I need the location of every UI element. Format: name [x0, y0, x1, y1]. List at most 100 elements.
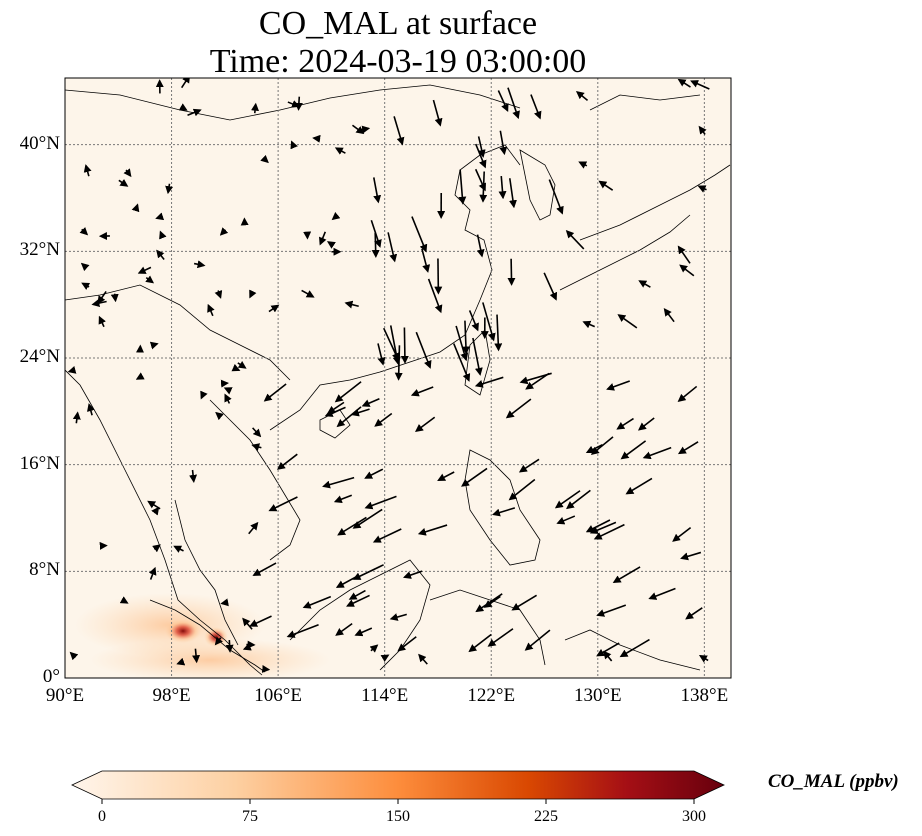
wind-arrow — [690, 80, 710, 90]
wind-arrow — [589, 521, 617, 534]
wind-arrow — [151, 506, 160, 516]
wind-arrow — [224, 393, 232, 404]
wind-arrow — [249, 289, 257, 299]
wind-arrow — [242, 643, 252, 651]
wind-arrow — [294, 96, 303, 111]
wind-arrow — [137, 266, 152, 274]
wind-arrow — [421, 248, 431, 273]
wind-arrow — [543, 272, 558, 301]
coastline — [564, 629, 701, 671]
wind-arrow — [468, 633, 492, 653]
wind-arrow — [326, 241, 336, 249]
wind-arrow — [461, 320, 470, 355]
wind-arrow — [173, 545, 184, 553]
x-tick-label: 138°E — [680, 685, 729, 706]
wind-arrow — [149, 341, 159, 350]
wind-arrow — [619, 638, 650, 658]
x-tick-label: 90°E — [45, 685, 85, 706]
wind-arrow — [616, 417, 634, 430]
colorbar-tick-label: 225 — [534, 808, 558, 825]
wind-arrow — [251, 443, 262, 451]
wind-arrow — [187, 108, 202, 117]
wind-arrow — [331, 211, 341, 221]
x-tick-label: 130°E — [573, 685, 622, 706]
wind-arrow — [596, 642, 620, 657]
wind-arrow — [81, 282, 91, 290]
wind-arrow — [327, 401, 345, 414]
wind-arrow — [458, 169, 467, 205]
wind-arrow — [637, 417, 655, 431]
wind-arrow — [371, 232, 380, 258]
colorbar-tick-label: 0 — [98, 808, 106, 825]
coastline — [269, 144, 521, 431]
wind-arrow — [508, 178, 517, 209]
y-tick-label: 16°N — [19, 452, 60, 474]
wind-arrow — [393, 116, 405, 146]
coastline — [589, 94, 701, 111]
wind-arrow — [220, 598, 229, 607]
wind-arrow — [260, 154, 269, 164]
wind-arrow — [530, 94, 542, 120]
wind-arrow — [83, 164, 92, 177]
wind-arrow — [697, 185, 707, 193]
coastline — [209, 399, 301, 561]
colorbar-label: CO_MAL (ppbv) — [768, 771, 899, 792]
wind-arrow — [192, 648, 201, 664]
wind-arrow — [672, 526, 692, 542]
y-tick-label: 40°N — [19, 132, 60, 154]
x-tick-label: 106°E — [254, 685, 302, 706]
wind-arrow — [219, 227, 229, 236]
wind-arrow — [402, 570, 423, 579]
wind-arrow — [524, 629, 551, 651]
wind-arrow — [698, 125, 707, 135]
wind-arrow — [334, 381, 362, 403]
wind-arrow — [554, 490, 581, 509]
wind-arrow — [505, 398, 532, 419]
wind-arrow — [511, 594, 538, 611]
wind-arrow — [351, 124, 365, 135]
wind-arrow — [336, 406, 362, 428]
wind-arrow — [482, 302, 496, 342]
wind-arrow — [397, 636, 417, 652]
wind-arrow — [322, 476, 355, 489]
wind-arrow — [492, 507, 516, 517]
wind-arrow — [165, 183, 174, 195]
wind-arrow — [453, 343, 471, 382]
colorbar-bar — [71, 770, 725, 800]
wind-arrow — [214, 290, 223, 299]
wind-arrow — [372, 177, 382, 204]
wind-arrow — [461, 467, 488, 487]
colorbar-tick-label: 300 — [682, 808, 706, 825]
wind-arrow — [377, 343, 386, 366]
wind-arrow — [556, 515, 576, 525]
wind-arrow — [110, 293, 119, 303]
coastline — [579, 164, 731, 241]
wind-arrow — [69, 651, 79, 661]
x-tick-label: 122°E — [467, 685, 516, 706]
wind-arrow — [178, 103, 188, 111]
wind-arrow — [474, 168, 486, 192]
wind-arrow — [411, 216, 428, 253]
wind-arrow — [410, 386, 434, 397]
wind-arrow — [498, 175, 507, 200]
wind-arrow — [67, 366, 77, 374]
wind-arrow — [180, 78, 191, 89]
wind-arrow — [189, 469, 198, 483]
wind-arrow — [319, 231, 327, 246]
wind-arrow — [598, 180, 614, 191]
wind-arrow — [372, 528, 402, 543]
wind-arrow — [248, 521, 259, 535]
wind-arrow — [590, 436, 614, 455]
wind-arrow — [518, 458, 540, 473]
wind-arrow — [477, 136, 486, 158]
wind-arrow — [603, 650, 613, 662]
wind-arrow — [507, 87, 520, 120]
colorbar-tick-marks — [101, 799, 695, 804]
wind-arrow — [268, 304, 280, 313]
x-tick-label: 114°E — [361, 685, 409, 706]
wind-arrow — [677, 441, 699, 455]
coastline — [559, 214, 691, 291]
wind-arrow — [156, 249, 165, 260]
wind-arrow — [497, 90, 509, 113]
